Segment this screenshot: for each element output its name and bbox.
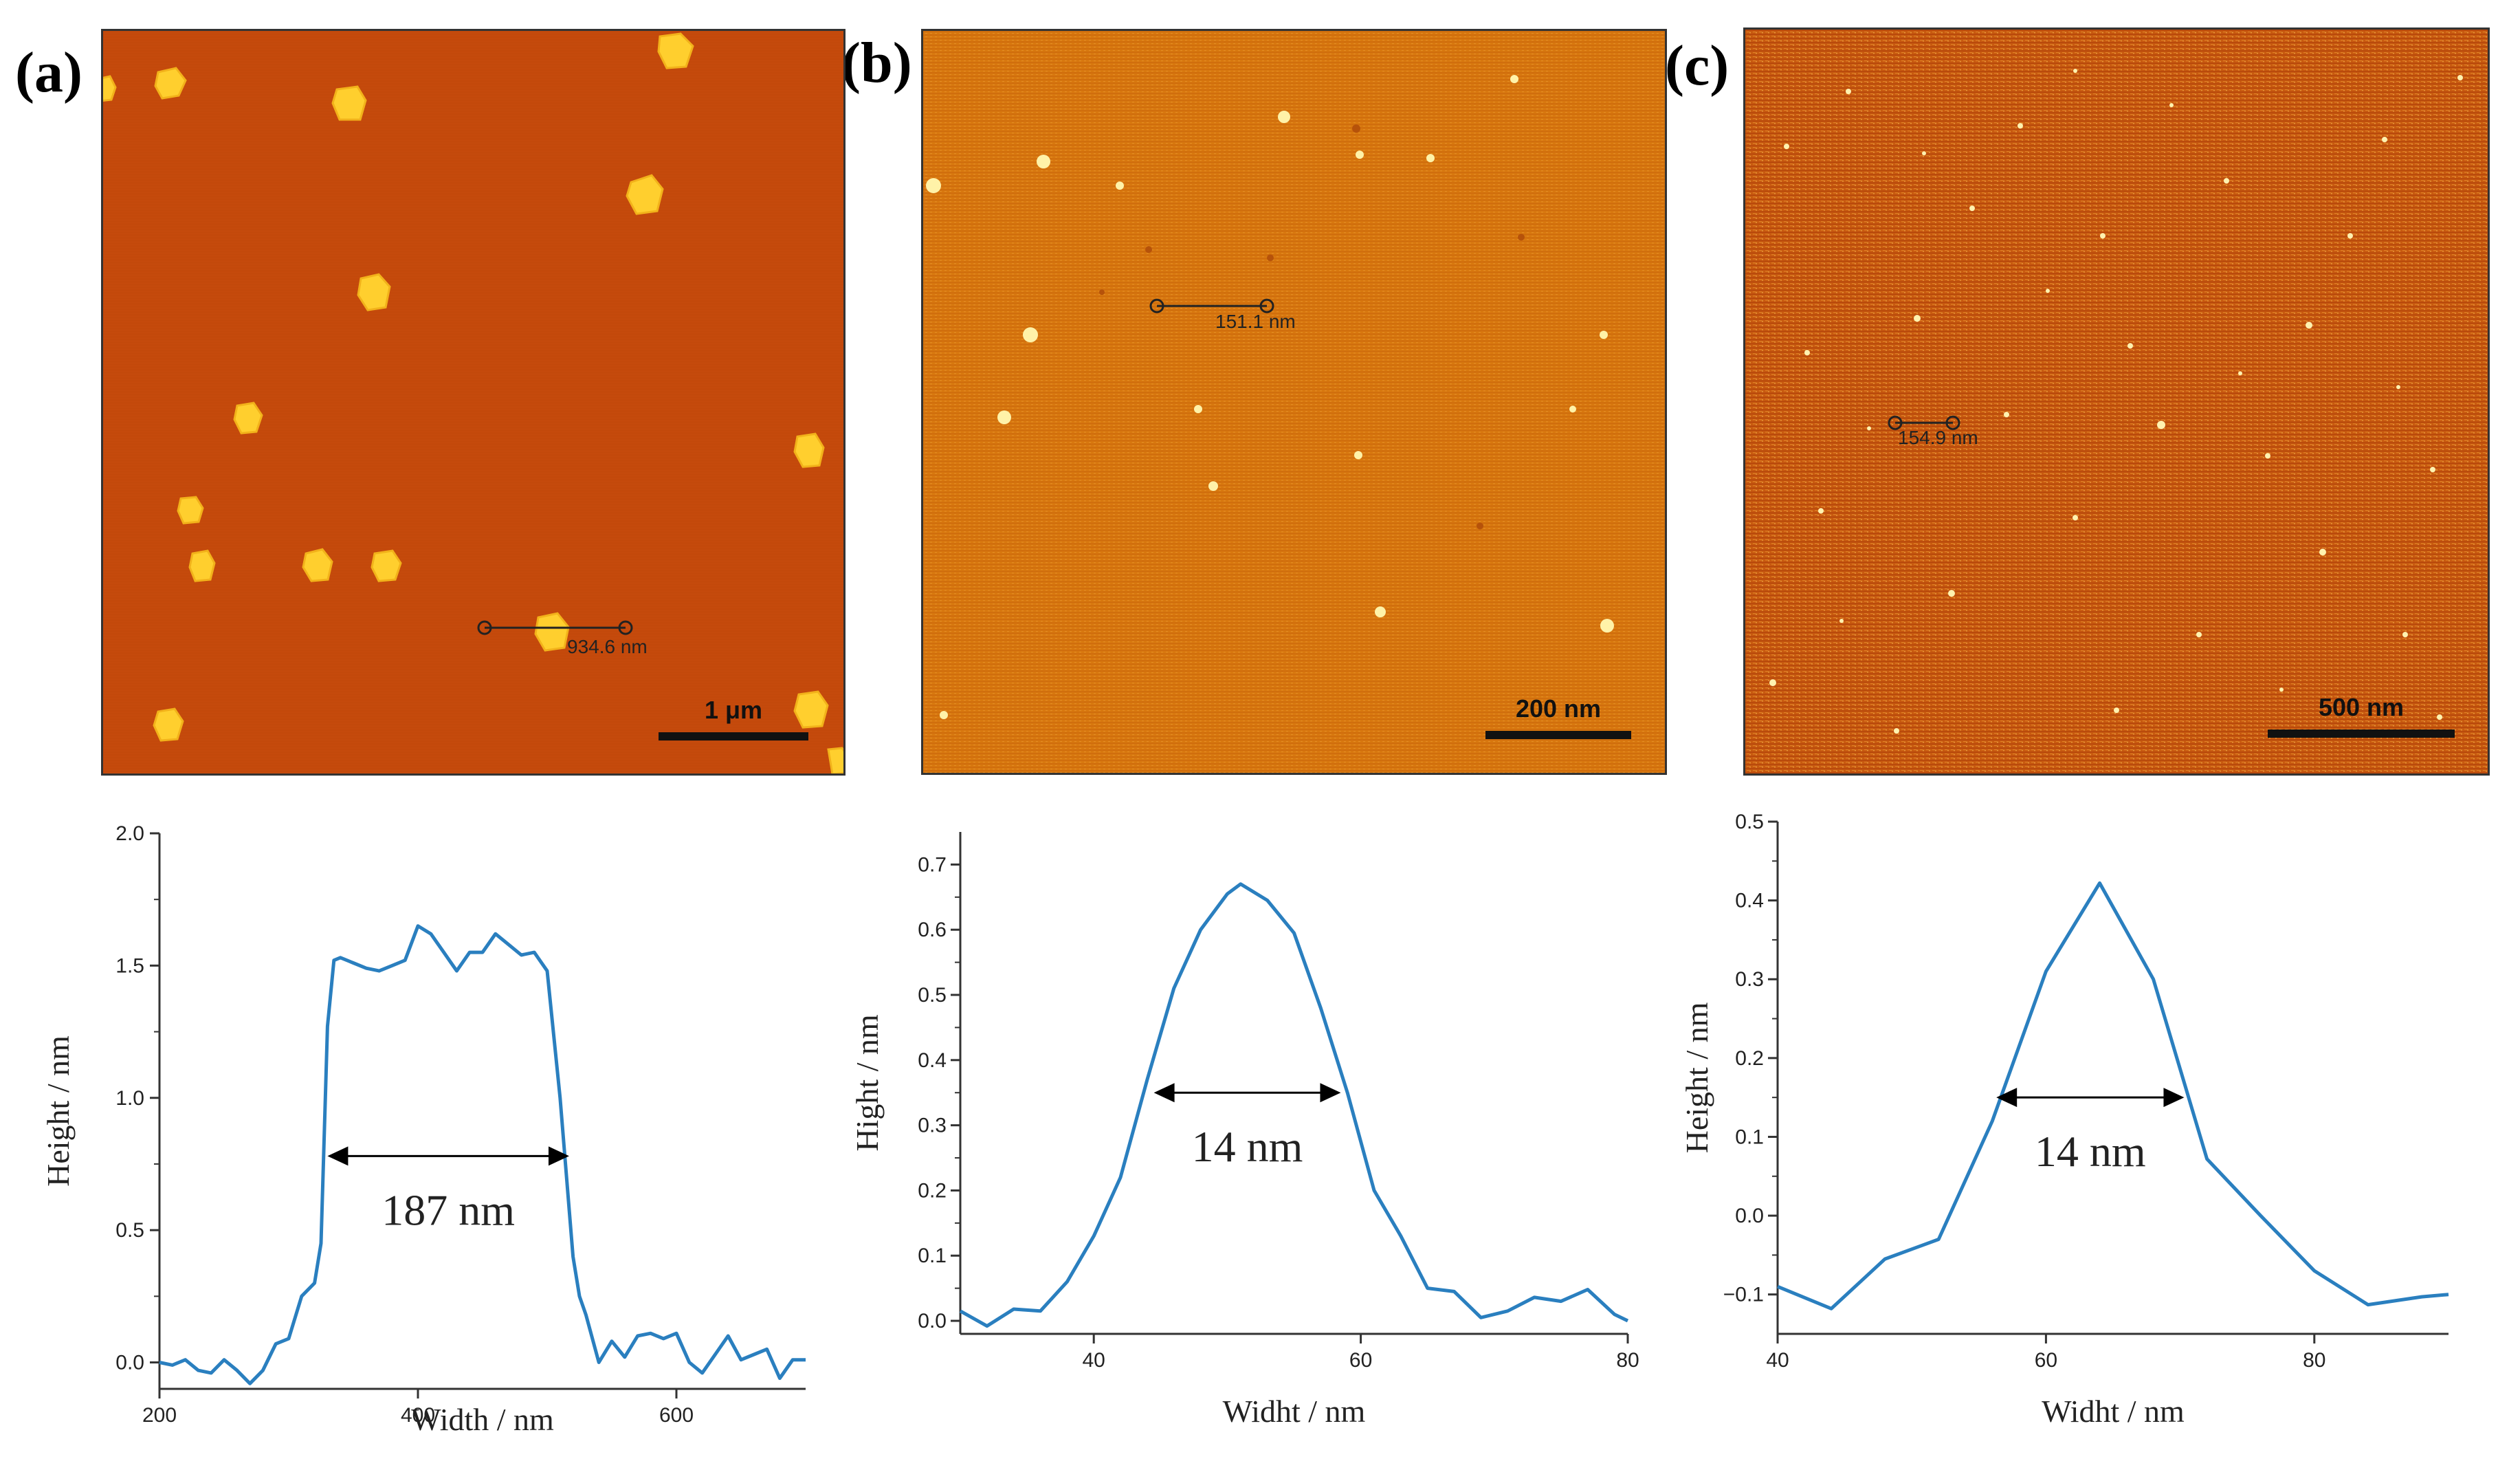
y-tick-label: 1.5 [115, 954, 144, 977]
afm-image-b: 151.1 nm 200 nm [921, 29, 1667, 775]
fwhm-arrowhead-left [1996, 1088, 2018, 1108]
dots-c [1769, 69, 2463, 734]
y-axis-label: Height / nm [41, 1035, 76, 1187]
line-measure-label-c: 154.9 nm [1898, 427, 1978, 448]
scale-bar-b [1485, 731, 1631, 739]
panel-label-a: (a) [15, 41, 82, 105]
series-line [159, 924, 806, 1385]
y-tick-label: 0.5 [115, 1219, 144, 1242]
height-profile-chart-c: 40 60 80 −0.1 0.0 0.1 0.2 0.3 0.4 0.5 Widht / nm He… [1679, 811, 2520, 1470]
y-tick-label: 0.5 [1735, 811, 1764, 833]
fwhm-annotation: 14 nm [2035, 1127, 2146, 1176]
x-tick-label: 40 [1766, 1349, 1789, 1372]
y-tick-label: 0.2 [1735, 1047, 1764, 1070]
afm-image-a: 934.6 nm 1 μm [101, 29, 845, 776]
particles-a [103, 32, 843, 774]
scale-bar-c [2268, 729, 2455, 738]
x-tick-label: 200 [142, 1404, 177, 1427]
y-axis-label: Height / nm [1679, 1002, 1714, 1153]
y-tick-label: 0.1 [918, 1244, 947, 1267]
y-tick-label: 0.7 [918, 853, 947, 876]
x-tick-label: 400 [401, 1404, 435, 1427]
x-axis-label: Widht / nm [1223, 1394, 1366, 1429]
dark-spots-b [1099, 124, 1525, 529]
y-tick-label: 0.1 [1735, 1126, 1764, 1148]
x-tick-label: 40 [1083, 1349, 1105, 1372]
y-tick-label: 0.4 [1735, 890, 1764, 912]
scale-bar-label-c: 500 nm [2319, 693, 2404, 721]
y-tick-label: 0.4 [918, 1049, 947, 1072]
fwhm-arrowhead-right [1320, 1083, 1341, 1103]
line-measure-label-b: 151.1 nm [1215, 311, 1296, 332]
y-tick-label: 0.5 [918, 984, 947, 1007]
x-tick-label: 600 [659, 1404, 694, 1427]
series-line [959, 882, 1629, 1328]
line-measure-a [477, 620, 633, 635]
y-axis-label: Hight / nm [850, 1014, 885, 1152]
x-axis-label: Widht / nm [2042, 1394, 2185, 1429]
fwhm-arrowhead-left [1153, 1083, 1175, 1103]
x-tick-label: 60 [2035, 1349, 2057, 1372]
line-measure-label-a: 934.6 nm [567, 636, 648, 657]
scale-bar-a [659, 732, 808, 741]
y-tick-label: 0.0 [1735, 1205, 1764, 1227]
scale-bar-label-a: 1 μm [705, 696, 762, 724]
height-profile-chart-a: 200 400 600 0.0 0.5 1.0 1.5 2.0 Width / nm Height… [0, 811, 840, 1470]
afm-image-c: 154.9 nm 500 nm [1743, 28, 2490, 776]
panel-label-b: (b) [841, 31, 912, 95]
fwhm-arrowhead-left [327, 1146, 349, 1166]
y-tick-label: 2.0 [115, 822, 144, 845]
y-tick-label: −0.1 [1723, 1284, 1764, 1306]
line-measure-b [1149, 298, 1274, 314]
x-tick-label: 80 [1616, 1349, 1639, 1372]
y-tick-label: 0.0 [115, 1352, 144, 1374]
y-tick-label: 0.2 [918, 1179, 947, 1202]
y-tick-label: 1.0 [115, 1087, 144, 1110]
scale-bar-label-b: 200 nm [1516, 694, 1601, 723]
y-tick-label: 0.0 [918, 1310, 947, 1332]
y-tick-label: 0.3 [1735, 968, 1764, 991]
line-measure-c [1888, 415, 1960, 430]
x-axis-label: Width / nm [411, 1402, 554, 1437]
panel-label-c: (c) [1665, 34, 1729, 98]
fwhm-annotation: 14 nm [1192, 1122, 1303, 1171]
height-profile-chart-b: 40 60 80 0.0 0.1 0.2 0.3 0.4 0.5 0.6 0.7 Widht / nm… [840, 811, 1680, 1470]
dots-b [926, 75, 1614, 719]
series-line [1777, 881, 2449, 1310]
x-tick-label: 80 [2303, 1349, 2325, 1372]
fwhm-annotation: 187 nm [382, 1185, 515, 1234]
fwhm-arrowhead-right [548, 1146, 569, 1166]
y-tick-label: 0.6 [918, 919, 947, 941]
x-tick-label: 60 [1349, 1349, 1372, 1372]
fwhm-arrowhead-right [2163, 1088, 2185, 1108]
y-tick-label: 0.3 [918, 1115, 947, 1137]
